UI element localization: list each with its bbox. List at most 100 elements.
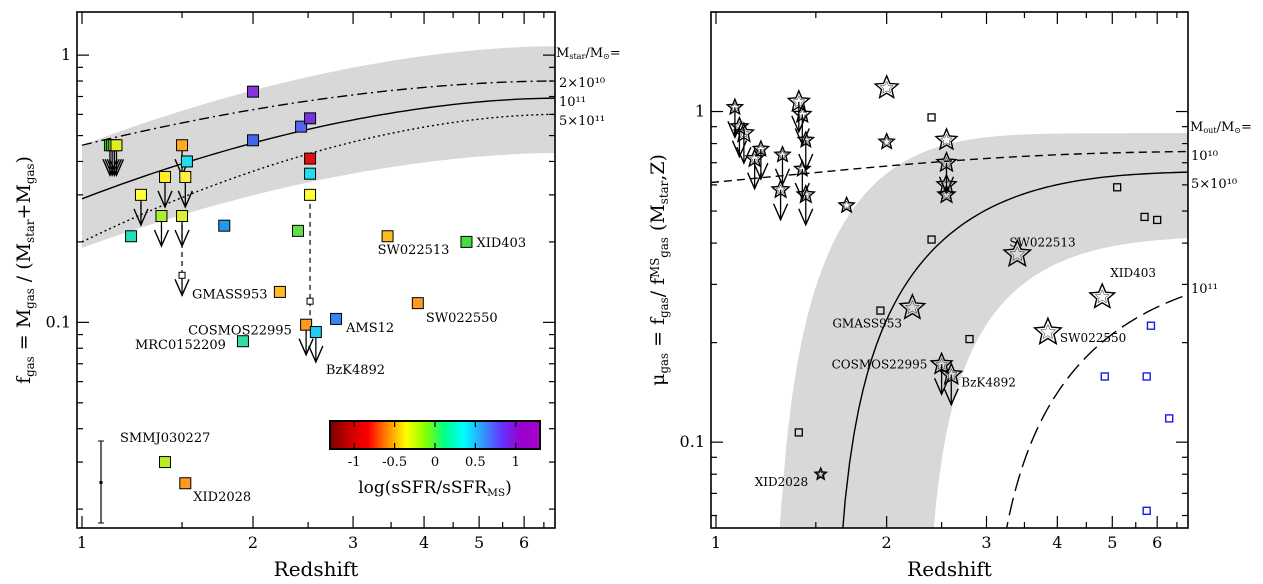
- x-axis-title: Redshift: [907, 557, 992, 581]
- data-point: [381, 230, 394, 243]
- star-inner: [749, 153, 760, 164]
- data-point: [460, 235, 473, 248]
- model-label: 2×10¹⁰: [559, 76, 605, 91]
- data-point: [300, 318, 313, 331]
- model-label: 10¹⁰: [1191, 149, 1218, 164]
- open-square: [927, 113, 936, 122]
- star-inner: [797, 108, 808, 119]
- star-marker: [813, 466, 829, 481]
- data-point: [247, 134, 260, 147]
- data-point: [247, 85, 260, 98]
- star-marker: [773, 144, 792, 163]
- open-square: [965, 334, 974, 344]
- model-curve-longdash: [1005, 293, 1188, 528]
- data-point: [304, 112, 317, 125]
- open-square: [927, 235, 936, 244]
- arrow-head: [736, 146, 752, 165]
- open-square: [1113, 183, 1122, 192]
- models-legend-title: Mstar/M⊙=: [556, 46, 621, 61]
- star-inner: [905, 299, 920, 315]
- blue-square: [1100, 372, 1109, 381]
- data-point: [178, 271, 186, 279]
- point-label: COSMOS22995: [188, 324, 292, 339]
- x-tick-label: 3: [981, 533, 991, 552]
- star-inner: [940, 156, 953, 168]
- star-marker: [939, 361, 964, 386]
- arrow-head: [177, 190, 193, 209]
- model-band: [81, 46, 555, 248]
- y-tick-label: 0.1: [680, 432, 705, 451]
- colorbar-tick-label: 0: [431, 455, 439, 470]
- y-axis-title: μgas = fgas/ fMSgas (Mstar,Z): [647, 154, 671, 386]
- star-marker: [792, 103, 813, 124]
- arrow-head: [174, 279, 190, 298]
- star-marker: [1088, 282, 1117, 309]
- x-tick-label: 5: [474, 533, 484, 552]
- data-point: [330, 312, 343, 325]
- point-label: MRC0152209: [135, 338, 226, 353]
- data-point: [304, 152, 317, 165]
- blue-square: [1142, 506, 1151, 515]
- arrow-head: [753, 162, 769, 181]
- plot-frame: [710, 11, 1189, 529]
- y-tick-label: 1: [695, 102, 705, 121]
- point-label: SW022550: [426, 311, 498, 326]
- point-label: SW022513: [378, 243, 450, 258]
- arrow-head: [774, 168, 791, 187]
- star-inner: [775, 184, 786, 195]
- point-label: SW022513: [1009, 235, 1075, 249]
- colorbar-tick-label: -1: [348, 455, 361, 470]
- star-marker: [873, 73, 900, 99]
- arrow-head: [133, 208, 149, 227]
- point-label: BzK4892: [326, 363, 385, 378]
- point-label: XID2028: [755, 475, 808, 489]
- data-point: [125, 230, 138, 243]
- point-label: GMASS953: [832, 317, 902, 331]
- data-point: [176, 210, 189, 223]
- star-inner: [756, 144, 766, 154]
- models-legend-title: Mout/M⊙=: [1190, 120, 1252, 135]
- x-tick-label: 5: [1107, 533, 1117, 552]
- data-point: [110, 139, 123, 152]
- arrow-head: [933, 378, 950, 397]
- star-inner: [797, 164, 808, 174]
- arrow-head: [108, 158, 125, 177]
- plot-frame: [76, 11, 556, 529]
- error-center: [99, 481, 103, 484]
- star-marker: [936, 183, 957, 204]
- colorbar-label: log(sSFR/sSFRMS): [358, 478, 512, 499]
- data-point: [411, 297, 424, 310]
- x-axis-title: Redshift: [274, 557, 359, 581]
- star-inner: [792, 95, 806, 108]
- star-marker: [792, 159, 812, 177]
- model-label: 5×10¹¹: [559, 114, 605, 129]
- star-marker: [786, 88, 812, 113]
- star-inner: [935, 357, 948, 370]
- open-square: [1153, 215, 1162, 225]
- star-marker: [725, 97, 745, 116]
- arrow-head: [943, 388, 959, 407]
- model-curve-dashdot: [81, 80, 555, 146]
- x-tick-label: 4: [1052, 533, 1062, 552]
- point-label: GMASS953: [192, 287, 267, 302]
- blue-square: [1142, 372, 1151, 381]
- data-point: [295, 120, 308, 133]
- model-curve-dotted: [81, 113, 555, 243]
- data-point: [159, 170, 172, 183]
- arrow-head: [794, 182, 810, 201]
- data-point: [304, 188, 317, 201]
- star-marker: [1032, 316, 1063, 346]
- data-point: [273, 285, 286, 298]
- star-marker: [732, 121, 756, 143]
- point-label: AMS12: [345, 321, 394, 336]
- colorbar-tick-label: 1: [512, 455, 520, 470]
- star-inner: [1040, 323, 1056, 339]
- star-inner: [817, 470, 825, 478]
- data-point: [155, 210, 168, 223]
- point-label: COSMOS22995: [832, 357, 928, 371]
- star-inner: [801, 135, 811, 145]
- star-marker: [898, 292, 927, 320]
- data-point: [179, 477, 192, 490]
- model-label: 10¹¹: [559, 95, 586, 110]
